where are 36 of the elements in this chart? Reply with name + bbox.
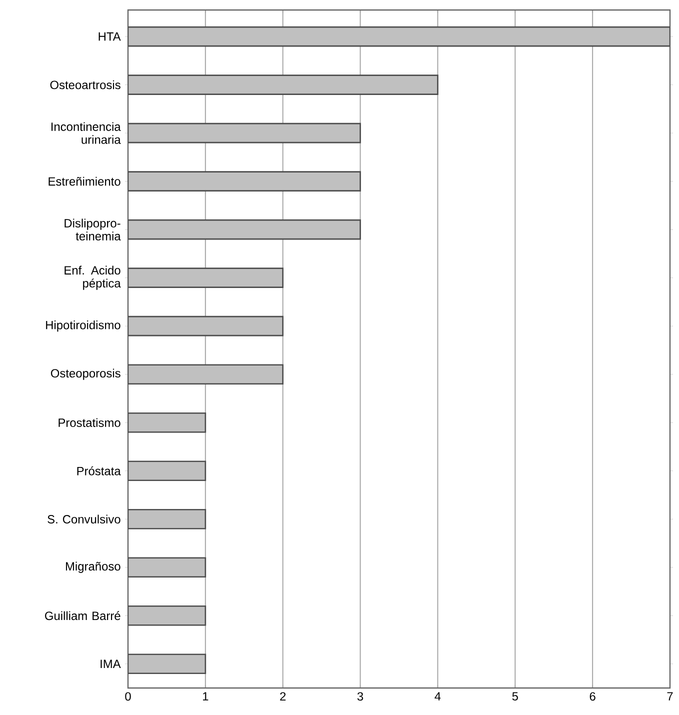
bar	[128, 508, 206, 530]
x-tick-label: 7	[667, 692, 673, 700]
x-tick-label: 3	[357, 692, 364, 701]
bar	[128, 364, 284, 384]
y-tick-label: Prostatismo	[58, 418, 120, 427]
bar	[128, 171, 361, 192]
y-tick-label: Estreñimiento	[48, 176, 120, 186]
x-tick-label: 6	[590, 692, 596, 701]
bar	[128, 122, 361, 144]
bar	[128, 26, 670, 47]
y-tick-label: Osteoartrosis	[50, 80, 120, 90]
x-tick-label: 5	[512, 692, 518, 701]
bar	[128, 219, 361, 240]
bar	[128, 557, 206, 578]
bar	[128, 654, 206, 674]
y-tick-label: Enf. Acido péptica	[64, 266, 121, 290]
x-tick-label: 1	[203, 692, 208, 700]
y-tick-label: HTA	[98, 32, 121, 41]
y-tick-label: S. Convulsivo	[48, 514, 120, 524]
bar	[128, 460, 206, 482]
x-tick-label: 2	[280, 692, 286, 701]
bar	[128, 412, 206, 433]
x-tick-label: 4	[434, 692, 441, 700]
y-tick-label: Guilliam Barré	[45, 611, 120, 620]
y-tick-label: Dislipopro-teinemia	[64, 218, 121, 240]
y-tick-label: Migrañoso	[66, 562, 120, 573]
y-tick-label: IMA	[100, 660, 121, 668]
bar	[128, 74, 438, 95]
x-tick-label: 0	[125, 692, 131, 701]
bar	[128, 268, 284, 288]
y-tick-label: Incontinencia urinaria	[51, 122, 121, 144]
bar	[128, 605, 206, 626]
bar	[128, 316, 284, 336]
y-tick-label: Osteoporosis	[50, 368, 120, 380]
y-tick-label: Hipotiroidismo	[46, 320, 120, 332]
y-tick-label: Próstata	[77, 466, 121, 476]
